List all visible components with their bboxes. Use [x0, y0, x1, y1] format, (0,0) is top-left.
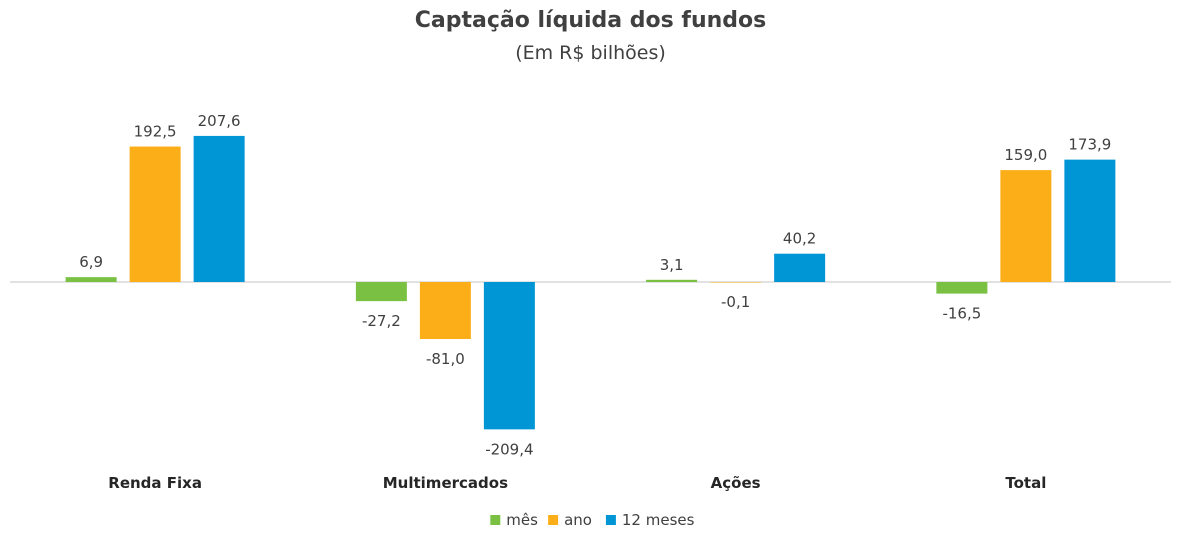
bar: [774, 253, 826, 282]
bar: [355, 282, 407, 302]
data-label: 3,1: [660, 256, 684, 274]
data-label: 40,2: [783, 230, 816, 248]
bar: [710, 282, 762, 283]
data-label: 207,6: [198, 112, 241, 130]
data-label: -16,5: [942, 305, 981, 323]
category-label: Total: [1005, 474, 1046, 492]
bar: [65, 277, 117, 282]
bar: [646, 279, 698, 282]
legend-item: 12 meses: [622, 511, 695, 529]
legend-item: mês: [506, 511, 538, 529]
bar: [419, 282, 471, 339]
bar: [1000, 170, 1052, 282]
chart-subtitle: (Em R$ bilhões): [515, 42, 666, 64]
data-label: -0,1: [721, 293, 750, 311]
data-label: -81,0: [426, 350, 465, 368]
category-label: Multimercados: [383, 474, 508, 492]
bar: [1064, 159, 1116, 282]
data-label: 192,5: [134, 123, 177, 141]
bar: [129, 146, 181, 282]
data-label: 6,9: [79, 253, 103, 271]
data-label: 159,0: [1004, 146, 1047, 164]
category-label: Renda Fixa: [108, 474, 202, 492]
bar: [193, 135, 245, 282]
legend-swatch: [548, 515, 559, 525]
data-label: 173,9: [1068, 136, 1111, 154]
legend-item: ano: [564, 511, 592, 529]
legend-swatch: [605, 515, 616, 525]
legend: mês ano 12 meses: [490, 511, 695, 529]
legend-swatch: [490, 515, 501, 525]
data-label: -27,2: [362, 312, 401, 330]
chart-title: Captação líquida dos fundos: [414, 8, 767, 33]
category-label: Ações: [711, 474, 761, 492]
bar: [936, 282, 988, 294]
data-label: -209,4: [485, 440, 533, 458]
bar: [483, 282, 535, 430]
